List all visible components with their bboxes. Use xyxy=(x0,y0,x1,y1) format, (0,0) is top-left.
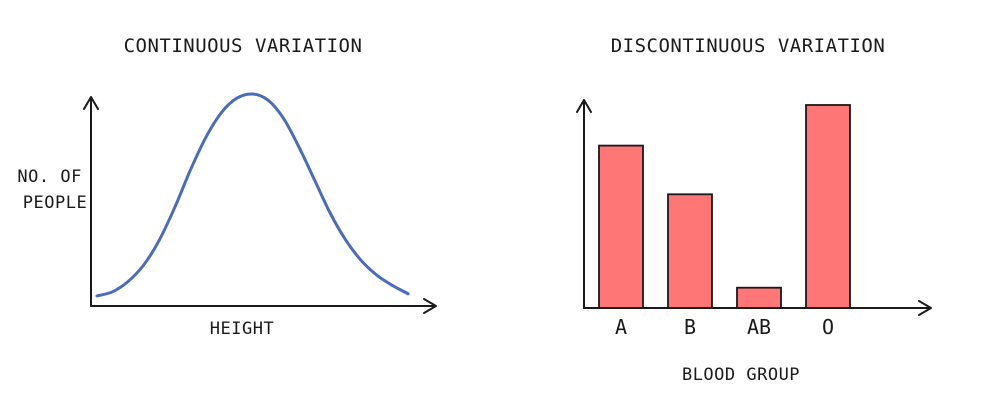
continuous-x-axis xyxy=(90,298,437,314)
continuous-x-axis-label: HEIGHT xyxy=(210,319,274,339)
tick-label-o: O xyxy=(822,315,834,339)
continuous-series-line xyxy=(95,92,410,298)
continuous-y-axis-label: NO. OF PEOPLE xyxy=(17,167,92,213)
bar-a xyxy=(598,144,644,309)
continuous-y-axis-label-line-1: NO. OF xyxy=(17,167,81,187)
discontinuous-tick-labels: A B AB O xyxy=(615,315,834,339)
continuous-y-axis-label-line-2: PEOPLE xyxy=(23,193,87,213)
continuous-y-axis xyxy=(83,96,99,307)
bar-ab xyxy=(736,286,782,309)
bar-b xyxy=(667,193,713,309)
continuous-title: CONTINUOUS VARIATION xyxy=(124,35,363,57)
discontinuous-y-axis xyxy=(576,99,592,309)
discontinuous-chart: DISCONTINUOUS VARIATION A B AB O BLOOD GROU… xyxy=(576,35,932,385)
discontinuous-title: DISCONTINUOUS VARIATION xyxy=(611,35,886,57)
bar-o xyxy=(805,104,851,309)
discontinuous-bars xyxy=(598,104,851,309)
tick-label-a: A xyxy=(615,315,627,339)
tick-label-ab: AB xyxy=(747,315,771,339)
continuous-chart: CONTINUOUS VARIATION NO. OF PEOPLE HEIGH… xyxy=(17,35,437,339)
discontinuous-x-axis-label: BLOOD GROUP xyxy=(682,365,800,385)
tick-label-b: B xyxy=(684,315,696,339)
